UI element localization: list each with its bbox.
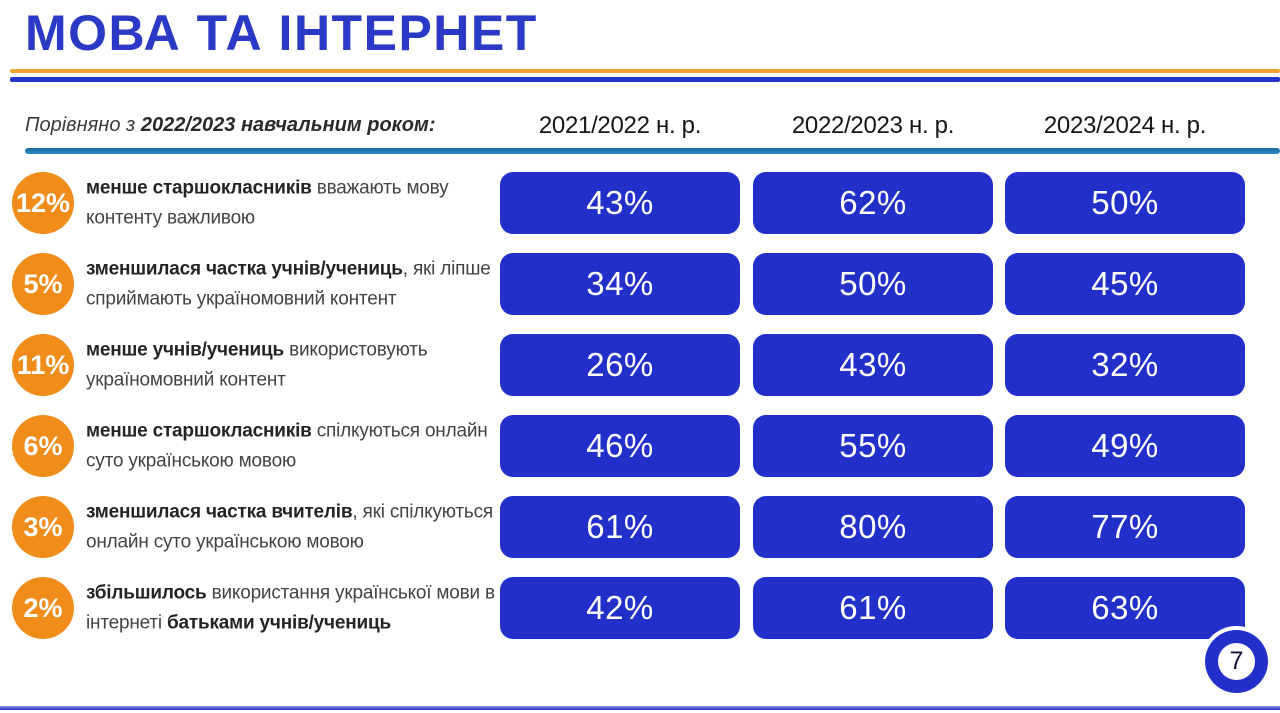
description-bold-text: менше старшокласників [86,177,312,199]
table-row: 5% зменшилася частка учнів/учениць, які … [0,244,1280,325]
data-rows: 12% менше старшокласників вважають мову … [0,163,1280,649]
value-pill-2021-2022: 26% [500,334,740,396]
description-bold-text: менше учнів/учениць [86,339,284,361]
value-pill-2021-2022: 46% [500,415,740,477]
table-row: 12% менше старшокласників вважають мову … [0,163,1280,244]
value-pill-2021-2022: 42% [500,577,740,639]
page-number-badge: 7 [1205,630,1268,693]
subtitle-school-year: 2022/2023 навчальним роком: [140,114,436,136]
table-row: 2% збільшилось використання української … [0,568,1280,649]
value-pill-2023-2024: 49% [1005,415,1245,477]
value-pill-2022-2023: 62% [753,172,993,234]
value-pill-2023-2024: 45% [1005,253,1245,315]
description-text: , які спілкуються онлайн суто українсько… [86,501,493,553]
value-pill-2021-2022: 61% [500,496,740,558]
change-percent-badge: 12% [12,172,74,234]
description-bold-text: менше старшокласників [86,420,312,442]
row-description: збільшилось використання української мов… [86,578,498,639]
row-description: менше старшокласників вважають мову конт… [86,173,498,234]
header-underline [25,148,1280,154]
value-pill-2021-2022: 34% [500,253,740,315]
value-pill-2023-2024: 50% [1005,172,1245,234]
change-percent-badge: 2% [12,577,74,639]
subtitle-prefix: Порівняно з [25,114,141,136]
description-bold-text: батьками учнів/учениць [166,612,391,634]
value-pill-2023-2024: 32% [1005,334,1245,396]
description-text: вважають мову контенту важливою [86,177,449,229]
subtitle: Порівняно з 2022/2023 навчальним роком: [25,114,435,137]
change-percent-badge: 6% [12,415,74,477]
row-description: менше учнів/учениць використовують украї… [86,335,498,396]
row-description: зменшилася частка вчителів, які спілкуют… [86,497,498,558]
column-header-2021-2022: 2021/2022 н. р. [538,112,702,139]
page-title: МОВА ТА ІНТЕРНЕТ [25,5,538,61]
page-number: 7 [1218,643,1255,680]
change-percent-badge: 3% [12,496,74,558]
value-pill-2022-2023: 55% [753,415,993,477]
change-percent-badge: 11% [12,334,74,396]
table-row: 11% менше учнів/учениць використовують у… [0,325,1280,406]
description-text: спілкуються онлайн суто українською мово… [86,420,488,472]
change-percent-badge: 5% [12,253,74,315]
value-pill-2023-2024: 77% [1005,496,1245,558]
column-header-2023-2024: 2023/2024 н. р. [1043,112,1207,139]
description-bold-text: збільшилось [86,582,207,604]
value-pill-2022-2023: 61% [753,577,993,639]
description-bold-text: зменшилася частка вчителів [86,501,353,523]
value-pill-2022-2023: 43% [753,334,993,396]
description-text: , які ліпше сприймають україномовний кон… [86,258,491,310]
title-divider-orange [10,69,1280,73]
value-pill-2023-2024: 63% [1005,577,1245,639]
row-description: менше старшокласників спілкуються онлайн… [86,416,498,477]
row-description: зменшилася частка учнів/учениць, які ліп… [86,254,498,315]
value-pill-2021-2022: 43% [500,172,740,234]
column-header-2022-2023: 2022/2023 н. р. [791,112,955,139]
table-row: 3% зменшилася частка вчителів, які спілк… [0,487,1280,568]
description-text: використовують україномовний контент [86,339,428,391]
value-pill-2022-2023: 50% [753,253,993,315]
description-bold-text: зменшилася частка учнів/учениць [86,258,403,280]
bottom-bar [0,706,1280,710]
description-text: використання української мови в інтернет… [86,582,495,634]
title-divider-blue [10,77,1280,82]
value-pill-2022-2023: 80% [753,496,993,558]
table-row: 6% менше старшокласників спілкуються онл… [0,406,1280,487]
